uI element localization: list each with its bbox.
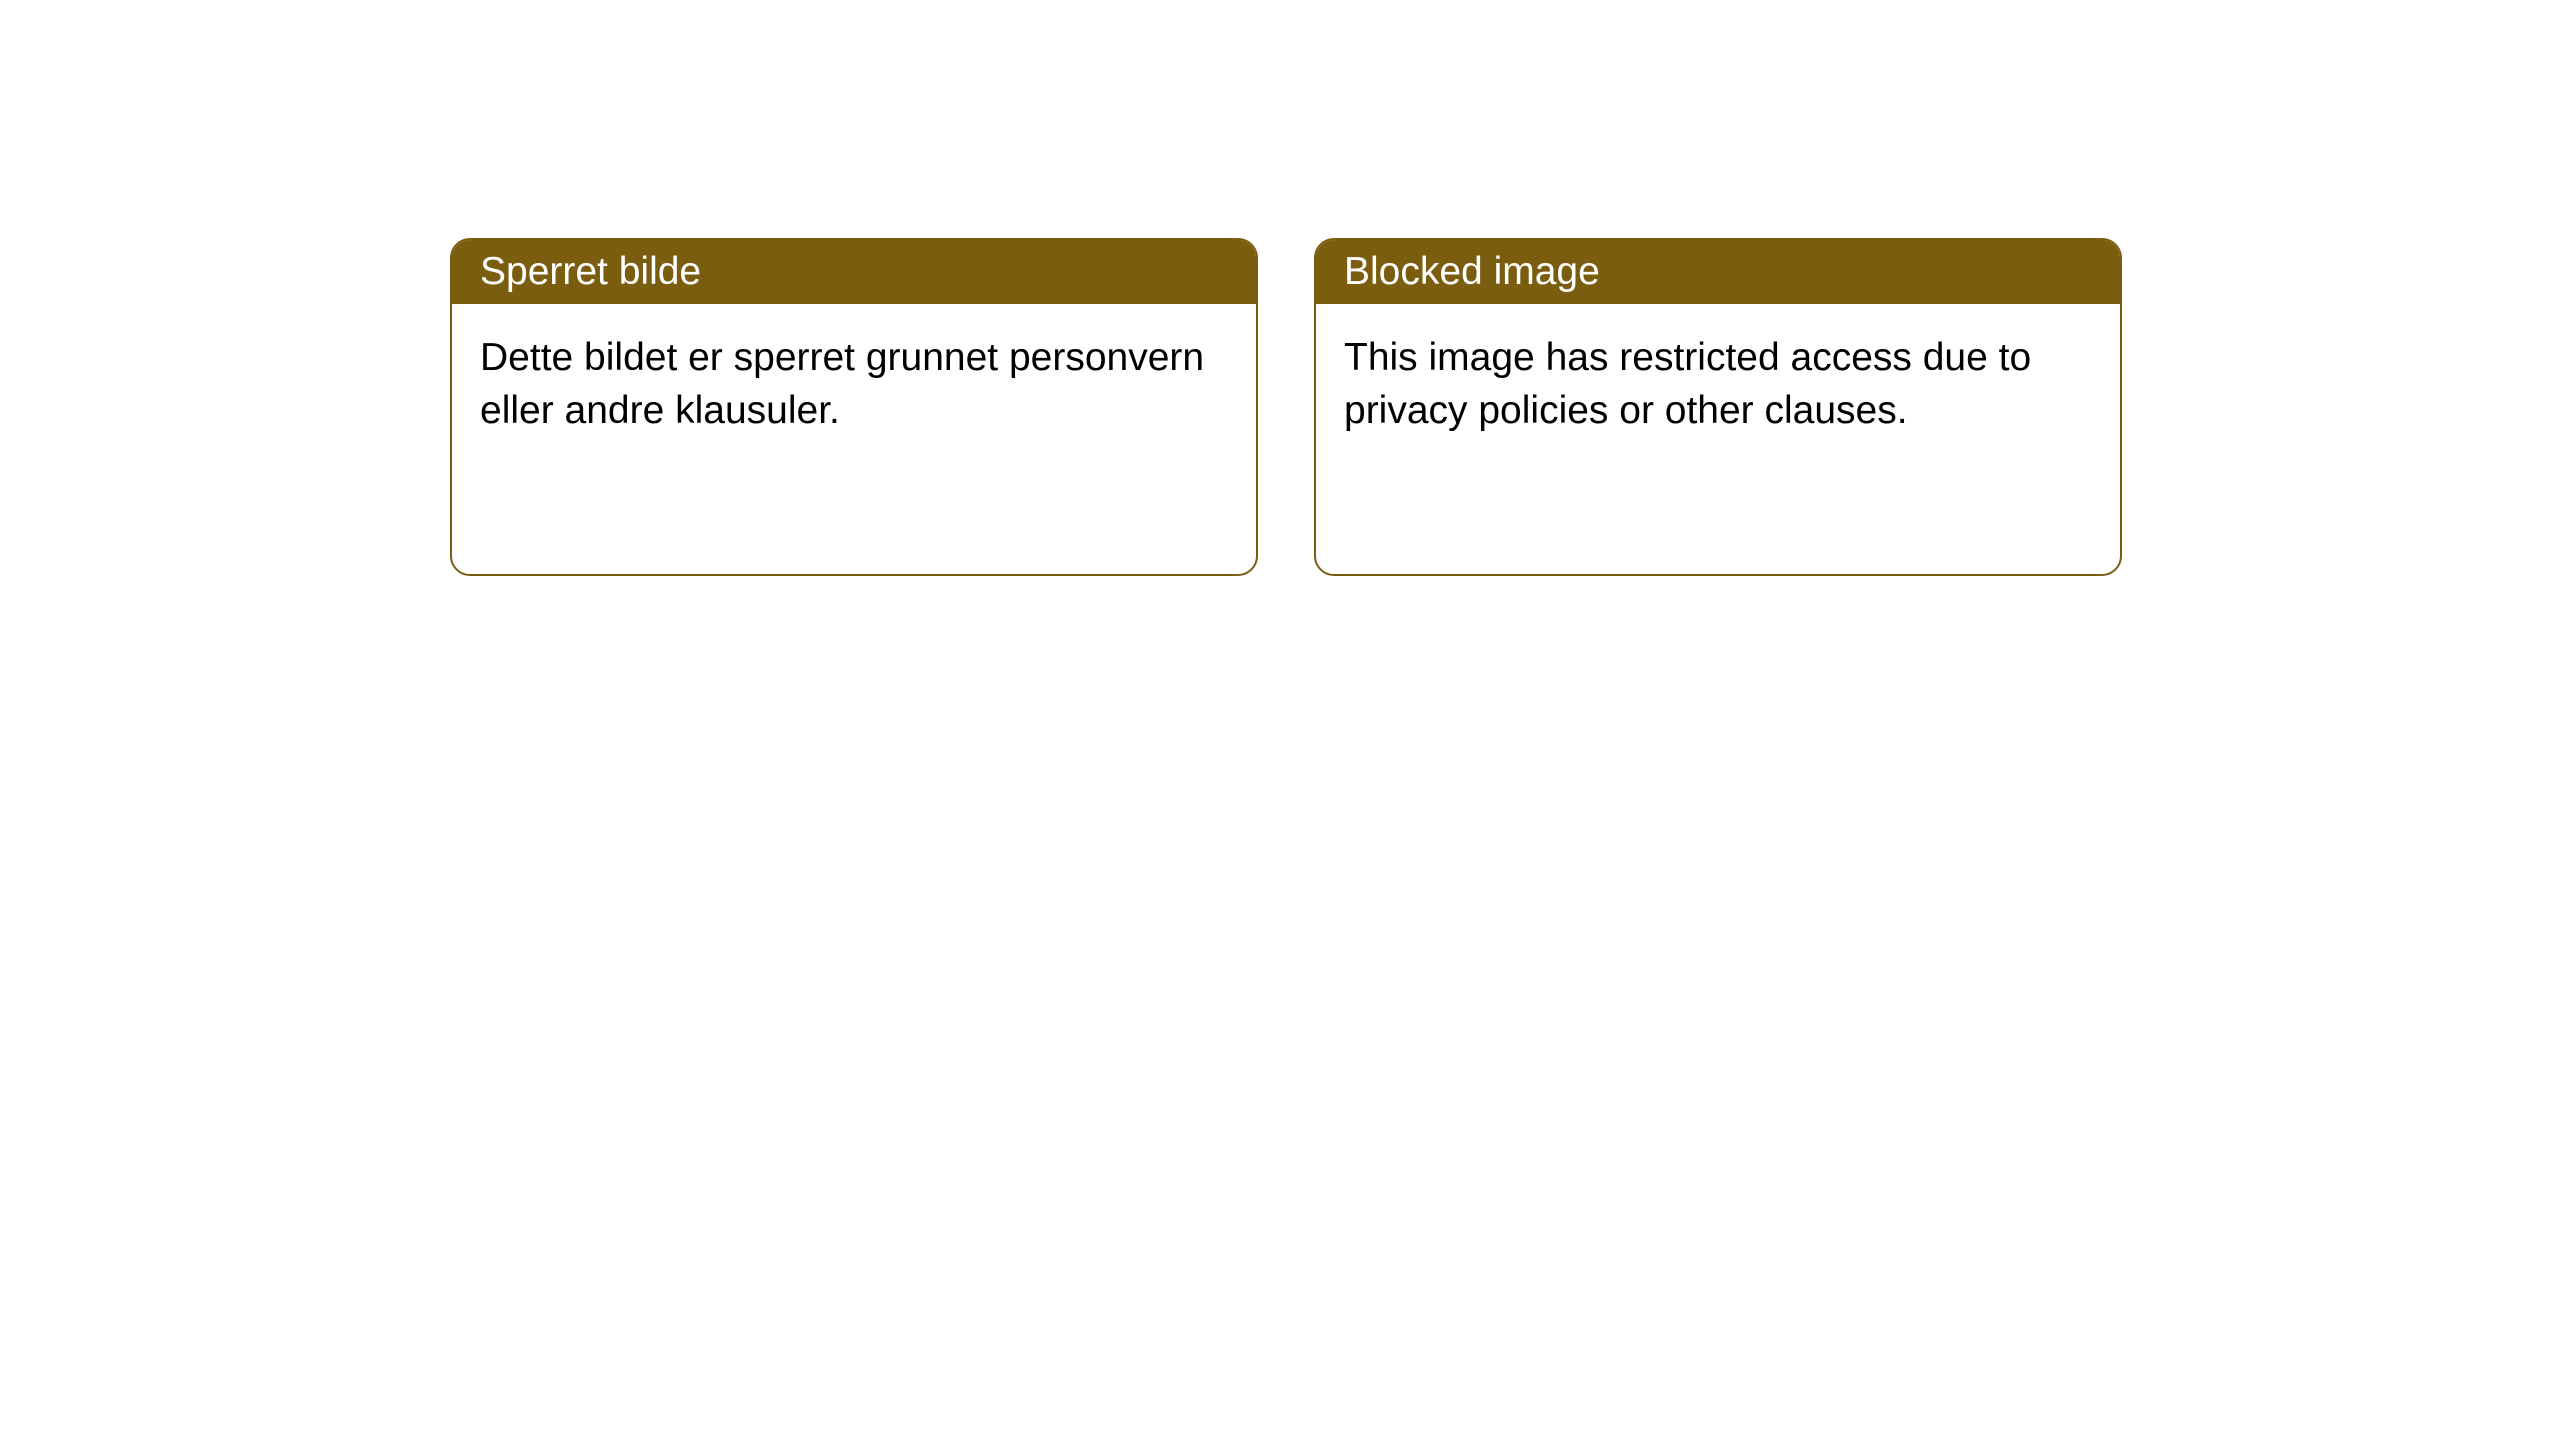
notice-header: Sperret bilde — [452, 240, 1256, 304]
notice-title: Blocked image — [1344, 250, 1600, 293]
notice-body-text: This image has restricted access due to … — [1344, 336, 2031, 432]
notice-body: This image has restricted access due to … — [1316, 304, 2120, 465]
notice-box-norwegian: Sperret bilde Dette bildet er sperret gr… — [450, 238, 1258, 576]
notice-header: Blocked image — [1316, 240, 2120, 304]
notice-container: Sperret bilde Dette bildet er sperret gr… — [450, 238, 2122, 576]
notice-body: Dette bildet er sperret grunnet personve… — [452, 304, 1256, 465]
notice-title: Sperret bilde — [480, 250, 701, 293]
notice-box-english: Blocked image This image has restricted … — [1314, 238, 2122, 576]
notice-body-text: Dette bildet er sperret grunnet personve… — [480, 336, 1204, 432]
